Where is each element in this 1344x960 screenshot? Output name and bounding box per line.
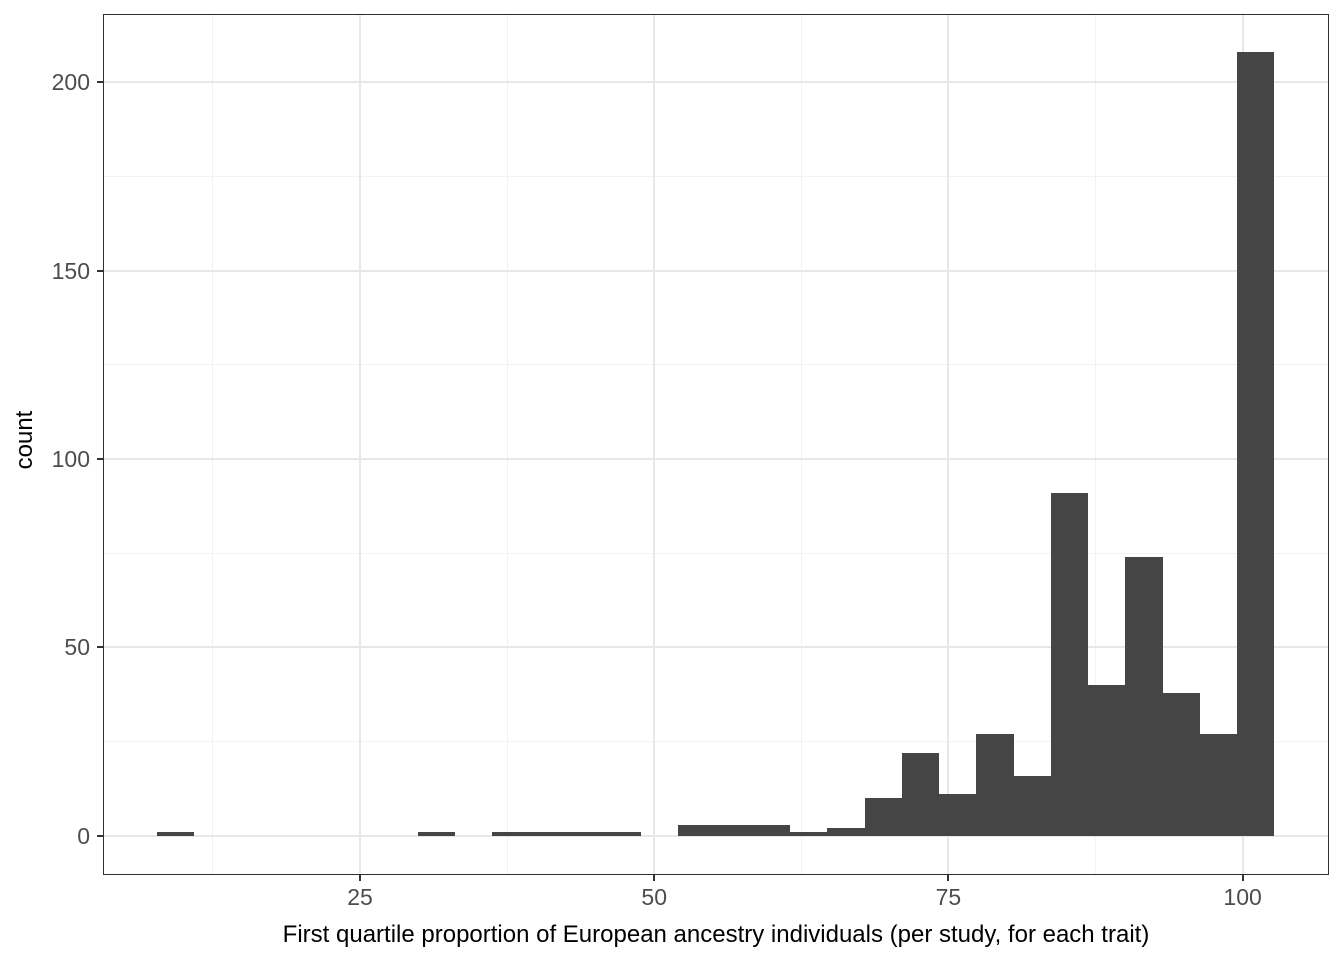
y-tick-label: 150 — [51, 257, 90, 284]
x-minor-gridline — [800, 14, 802, 875]
x-tick-mark — [1241, 875, 1244, 881]
histogram-bar — [790, 832, 828, 836]
y-tick-label: 200 — [51, 69, 90, 96]
x-tick-label: 25 — [347, 884, 373, 910]
y-major-gridline — [103, 834, 1329, 837]
histogram-bar — [1162, 692, 1200, 836]
histogram-bar — [1088, 685, 1126, 836]
x-tick-mark — [359, 875, 361, 881]
histogram-bar — [715, 824, 753, 836]
y-minor-gridline — [103, 364, 1329, 366]
x-tick-label: 75 — [935, 884, 962, 910]
x-minor-gridline — [1095, 14, 1097, 875]
y-tick-mark — [97, 269, 103, 272]
x-major-gridline — [947, 14, 950, 875]
histogram-bar — [1125, 556, 1163, 836]
x-tick-label: 100 — [1223, 884, 1262, 910]
histogram-bar — [1237, 52, 1275, 836]
x-tick-label: 50 — [641, 884, 667, 910]
histogram-bar — [939, 794, 977, 836]
histogram-bar — [566, 832, 604, 836]
y-minor-gridline — [103, 552, 1329, 554]
y-tick-mark — [97, 834, 103, 837]
histogram-bar — [976, 734, 1014, 836]
histogram-bar — [1050, 492, 1089, 836]
y-tick-mark — [97, 458, 103, 460]
histogram-bar — [492, 832, 530, 836]
histogram-bar — [678, 824, 716, 836]
histogram-bar — [827, 828, 865, 836]
histogram-bar — [603, 832, 642, 836]
histogram-bar — [864, 798, 902, 836]
plot-panel-border — [103, 14, 1329, 875]
y-tick-label: 100 — [51, 446, 90, 472]
histogram-bar — [417, 832, 455, 836]
histogram-bar — [1013, 775, 1051, 836]
histogram-bar — [1199, 734, 1238, 836]
y-tick-mark — [97, 81, 103, 84]
y-major-gridline — [103, 81, 1329, 84]
histogram-bar — [529, 832, 567, 836]
y-minor-gridline — [103, 175, 1329, 177]
x-axis-title: First quartile proportion of European an… — [282, 921, 1150, 948]
y-tick-mark — [97, 646, 103, 649]
y-minor-gridline — [103, 741, 1329, 743]
y-major-gridline — [103, 646, 1329, 649]
y-axis-title: count — [11, 410, 38, 470]
x-tick-mark — [653, 875, 656, 881]
x-minor-gridline — [506, 14, 508, 875]
y-tick-label: 50 — [64, 634, 90, 661]
histogram-bar — [901, 752, 940, 836]
x-minor-gridline — [212, 14, 214, 875]
y-tick-label: 0 — [77, 822, 90, 849]
x-tick-mark — [947, 875, 950, 881]
y-major-gridline — [103, 269, 1329, 272]
histogram-bar — [752, 824, 791, 836]
x-major-gridline — [359, 14, 361, 875]
y-major-gridline — [103, 458, 1329, 460]
x-major-gridline — [653, 14, 656, 875]
histogram-bar — [157, 832, 195, 836]
